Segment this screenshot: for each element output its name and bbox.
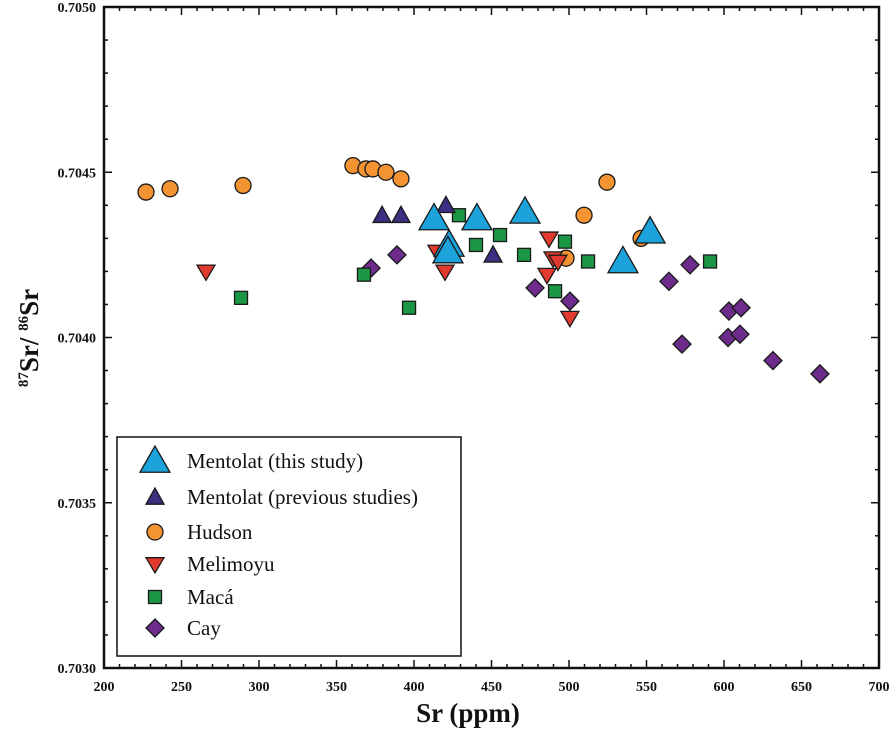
data-point-cay <box>810 363 830 384</box>
data-point-mentolat-previous-studies <box>435 194 457 214</box>
legend-marker-hudson <box>146 523 164 541</box>
x-tick-label: 450 <box>481 680 502 695</box>
data-point-cay <box>560 291 580 312</box>
x-tick-label: 550 <box>636 680 657 695</box>
series-hudson <box>137 156 650 267</box>
data-point-melimoyu <box>536 267 558 285</box>
data-point-mentolat-this-study <box>633 215 667 244</box>
data-point-hudson <box>575 206 593 224</box>
data-point-mentolat-previous-studies <box>390 204 412 224</box>
x-axis-title: Sr (ppm) <box>416 698 520 728</box>
x-tick-label: 500 <box>559 680 580 695</box>
legend-marker-melimoyu <box>144 557 166 575</box>
data-point-mentolat-this-study <box>508 195 542 224</box>
y-axis-title-base-2: Sr <box>14 289 44 316</box>
data-point-cay <box>731 297 751 318</box>
data-marks <box>137 156 830 384</box>
data-point-cay <box>763 350 783 371</box>
y-tick-labels: 0.7030 0.7035 0.7040 0.7045 0.7050 <box>58 1 97 677</box>
x-tick-label: 200 <box>94 680 115 695</box>
data-point-cay <box>659 271 679 292</box>
data-point-hudson <box>137 183 155 201</box>
data-point-hudson <box>161 180 179 198</box>
data-point-mentolat-this-study <box>460 202 494 231</box>
data-point-maca <box>356 267 372 282</box>
y-axis-title-sup-86: 86 <box>16 315 32 331</box>
x-tick-label: 350 <box>326 680 347 695</box>
data-point-hudson <box>598 173 616 191</box>
data-point-cay <box>525 278 545 298</box>
y-axis-title-sup-87: 87 <box>16 372 32 388</box>
y-tick-label: 0.7045 <box>58 166 97 181</box>
data-point-cay <box>672 334 692 355</box>
data-point-maca <box>401 300 417 315</box>
data-point-maca <box>492 227 508 243</box>
x-tick-label: 700 <box>869 680 890 695</box>
data-point-mentolat-this-study <box>417 202 451 231</box>
data-point-maca <box>580 254 596 269</box>
data-point-maca <box>557 234 573 249</box>
data-point-hudson <box>392 170 410 188</box>
data-point-melimoyu <box>434 264 456 282</box>
y-tick-label: 0.7040 <box>58 332 97 347</box>
data-point-maca <box>547 284 563 299</box>
series-mentolat-this-study <box>417 195 667 274</box>
x-tick-label: 600 <box>714 680 735 695</box>
data-point-hudson <box>234 176 252 195</box>
data-point-melimoyu <box>195 264 217 282</box>
x-tick-label: 650 <box>791 680 812 695</box>
legend: Mentolat (this study) Mentolat (previous… <box>116 436 462 657</box>
legend-box <box>116 436 462 657</box>
data-point-melimoyu <box>559 310 581 328</box>
x-tick-label: 300 <box>249 680 270 695</box>
x-tick-labels: 200 250 300 350 400 450 500 550 600 650 700 <box>94 680 890 695</box>
data-point-maca <box>702 254 718 269</box>
y-tick-label: 0.7035 <box>58 497 97 512</box>
data-point-cay <box>730 324 750 345</box>
legend-marker-maca <box>147 589 163 605</box>
data-point-melimoyu <box>538 231 560 249</box>
data-point-hudson <box>377 163 395 181</box>
series-maca <box>233 208 718 315</box>
data-point-maca <box>451 208 467 223</box>
legend-label-melimoyu: Melimoyu <box>187 552 275 576</box>
axis-ticks <box>103 6 880 669</box>
x-tick-label: 400 <box>404 680 425 695</box>
y-axis-title: 87Sr/ 86Sr <box>14 289 44 387</box>
series-cay <box>361 244 830 384</box>
data-point-cay <box>680 254 700 275</box>
legend-label-maca: Macá <box>187 585 234 609</box>
data-point-melimoyu <box>547 254 569 272</box>
legend-marker-mentolat-this-study <box>138 444 172 473</box>
legend-label-hudson: Hudson <box>187 520 253 544</box>
data-point-maca <box>233 290 249 305</box>
legend-marker-cay <box>145 618 165 638</box>
y-axis-title-base-1: Sr/ <box>14 331 44 372</box>
data-point-mentolat-previous-studies <box>371 204 393 224</box>
data-point-mentolat-this-study <box>431 235 465 264</box>
legend-items <box>138 444 172 638</box>
legend-label-cay: Cay <box>187 616 221 640</box>
data-point-maca <box>516 247 532 263</box>
data-point-cay <box>387 244 407 265</box>
legend-marker-mentolat-previous-studies <box>144 486 166 505</box>
y-tick-label: 0.7030 <box>58 662 97 677</box>
series-mentolat-previous-studies <box>371 194 504 263</box>
x-tick-label: 250 <box>171 680 192 695</box>
series-melimoyu <box>195 231 581 328</box>
legend-label-mentolat-previous: Mentolat (previous studies) <box>187 485 418 509</box>
data-point-maca <box>468 237 484 253</box>
y-tick-label: 0.7050 <box>58 1 97 16</box>
data-point-mentolat-this-study <box>606 245 640 274</box>
data-point-mentolat-previous-studies <box>482 244 504 263</box>
legend-label-mentolat-this-study: Mentolat (this study) <box>187 449 363 473</box>
